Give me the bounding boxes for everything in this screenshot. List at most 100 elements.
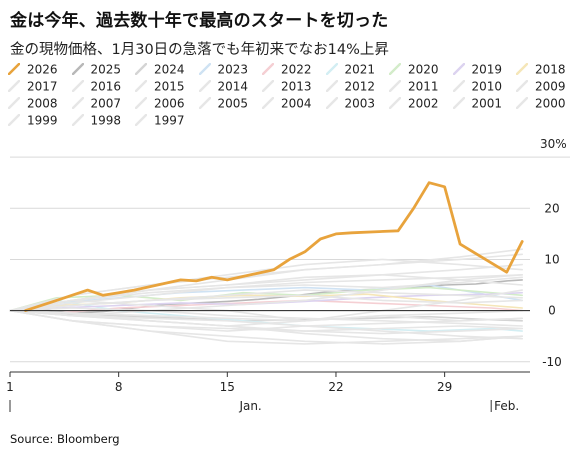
legend-item-2024: 2024 (135, 62, 185, 78)
series-line-2020 (9, 286, 524, 312)
y-tick-label: 10 (544, 252, 559, 266)
legend-item-2018: 2018 (516, 62, 566, 78)
legend-label: 2013 (281, 79, 312, 94)
y-unit-label: 30% (540, 137, 567, 151)
legend-item-1998: 1998 (71, 113, 122, 129)
chart-subtitle: 金の現物価格、1月30日の急落でも年初来でなお14%上昇 (10, 42, 389, 58)
legend-label: 2026 (27, 62, 58, 77)
legend-label: 2008 (27, 96, 58, 111)
y-tick-label: 20 (544, 201, 559, 215)
legend-label: 2016 (90, 79, 122, 94)
legend-swatch (452, 79, 465, 92)
month-label: Jan. (238, 399, 261, 413)
legend-item-2010: 2010 (452, 79, 502, 95)
legend-label: 2000 (535, 96, 566, 111)
legend-label: 2023 (217, 62, 249, 77)
legend-item-2016: 2016 (71, 79, 122, 95)
legend-item-2023: 2023 (198, 62, 249, 78)
legend-swatch (452, 62, 465, 75)
x-tick-label: 29 (437, 380, 452, 394)
x-tick-label: 1 (6, 380, 14, 394)
legend-label: 2020 (408, 62, 439, 77)
legend-swatch (516, 79, 528, 92)
legend-item-2026: 2026 (8, 62, 58, 78)
legend-label: 2001 (471, 96, 503, 111)
legend-label: 2021 (344, 62, 376, 77)
series-line-2025 (9, 279, 524, 315)
legend-swatch (516, 62, 528, 75)
legend-swatch (516, 96, 528, 109)
legend-swatch (8, 79, 20, 92)
legend-item-2003: 2003 (325, 96, 375, 112)
legend-swatch (71, 62, 84, 75)
legend-label: 2025 (90, 62, 122, 77)
legend-swatch (198, 62, 211, 75)
legend-swatch (198, 96, 211, 109)
chart-title: 金は今年、過去数十年で最高のスタートを切った (10, 11, 389, 31)
legend-item-2009: 2009 (516, 79, 566, 95)
legend-label: 2012 (344, 79, 376, 94)
legend-item-2020: 2020 (389, 62, 439, 78)
legend-label: 2019 (471, 62, 503, 77)
x-tick-label: 15 (220, 380, 235, 394)
legend-item-2019: 2019 (452, 62, 503, 78)
y-tick-label: -10 (542, 355, 562, 369)
legend-swatch (71, 113, 84, 126)
legend-item-2002: 2002 (389, 96, 439, 112)
legend-swatch (389, 96, 401, 109)
legend-swatch (8, 62, 20, 75)
legend-swatch (135, 96, 147, 109)
legend-item-2000: 2000 (516, 96, 566, 112)
legend-label: 1998 (90, 113, 122, 128)
series-line-2010 (9, 299, 524, 322)
legend-item-2011: 2011 (389, 79, 439, 95)
legend-swatch (135, 62, 147, 75)
legend-swatch (325, 96, 338, 109)
legend-swatch (389, 62, 401, 75)
legend-swatch (325, 62, 338, 75)
legend-item-2007: 2007 (71, 96, 122, 112)
legend-label: 2011 (408, 79, 439, 94)
legend-swatch (8, 96, 20, 109)
legend-item-1997: 1997 (135, 113, 185, 129)
legend-swatch (198, 79, 211, 92)
legend-swatch (262, 96, 274, 109)
axes: 30% 20 10 0 -10 1 8 15 22 29 Jan. Feb. (6, 137, 566, 413)
legend-label: 2018 (535, 62, 566, 77)
legend-item-2025: 2025 (71, 62, 122, 78)
series-line-1999 (9, 309, 524, 340)
y-tick-label: 0 (548, 304, 556, 318)
legend-item-2017: 2017 (8, 79, 58, 95)
legend-swatch (389, 79, 401, 92)
legend-swatch (8, 113, 20, 126)
legend-label: 2009 (535, 79, 566, 94)
legend-label: 2007 (90, 96, 122, 111)
legend-label: 2024 (154, 62, 185, 77)
legend-label: 2022 (281, 62, 312, 77)
legend-item-2013: 2013 (262, 79, 312, 95)
legend-item-2012: 2012 (325, 79, 376, 95)
legend-swatch (71, 79, 84, 92)
legend-item-2015: 2015 (135, 79, 185, 95)
x-tick-label: 8 (115, 380, 123, 394)
legend-item-2008: 2008 (8, 96, 58, 112)
legend-label: 2002 (408, 96, 439, 111)
legend-label: 1999 (27, 113, 58, 128)
series-line-2004 (9, 309, 524, 345)
legend-label: 2005 (217, 96, 249, 111)
legend-label: 2006 (154, 96, 185, 111)
legend-item-2006: 2006 (135, 96, 185, 112)
legend-label: 2004 (281, 96, 312, 111)
legend-item-2014: 2014 (198, 79, 248, 95)
chart-legend: 2026 2025 2024 2023 2022 2021 2020 2019 2018 2017… (8, 62, 578, 132)
legend-swatch (452, 96, 465, 109)
legend-label: 2015 (154, 79, 185, 94)
legend-item-2022: 2022 (262, 62, 312, 78)
series-line-2003 (9, 273, 524, 312)
series-line-2026 (24, 181, 524, 313)
series-line-1997 (9, 309, 524, 335)
x-tick-label: 22 (328, 380, 343, 394)
source-note: Source: Bloomberg (10, 432, 120, 446)
legend-swatch (262, 79, 274, 92)
